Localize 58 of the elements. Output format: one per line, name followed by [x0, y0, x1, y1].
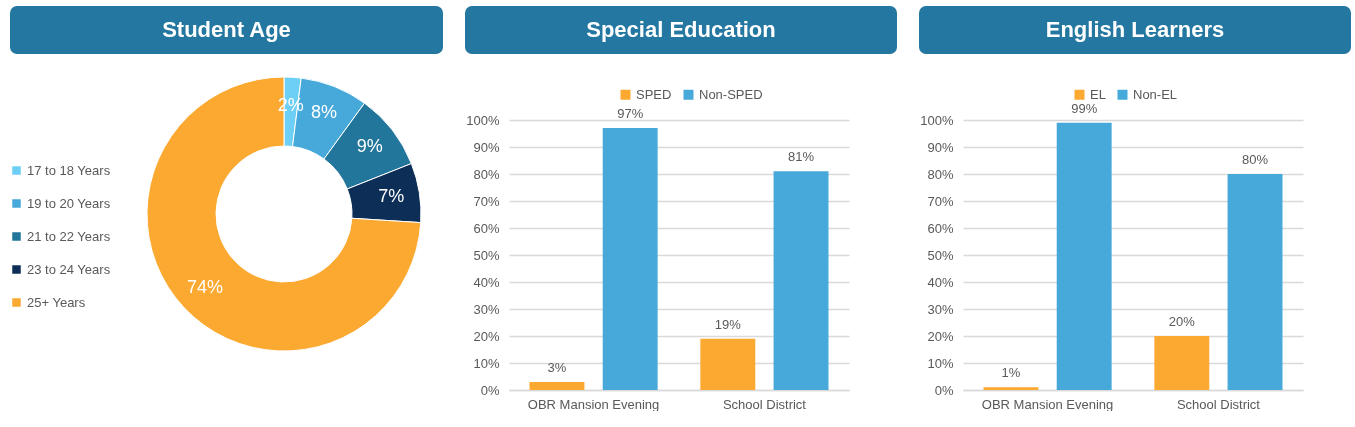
y-tick-label: 70%: [927, 193, 954, 209]
y-tick-label: 60%: [473, 220, 500, 236]
y-tick-label: 40%: [473, 274, 500, 290]
y-tick-label: 40%: [927, 274, 954, 290]
legend-label: SPED: [636, 86, 672, 102]
data-label: 20%: [1168, 314, 1196, 329]
data-label: 80%: [1242, 152, 1269, 167]
data-label: 97%: [617, 106, 644, 122]
bar: [773, 171, 829, 390]
chart-title: English Learners: [919, 6, 1351, 54]
y-tick-label: 100%: [920, 112, 954, 128]
bar: [700, 338, 756, 390]
legend-label: Non-SPED: [699, 86, 763, 102]
x-tick-label: School District: [1176, 396, 1261, 412]
y-tick-label: 50%: [927, 247, 954, 263]
legend-label: EL: [1090, 86, 1106, 102]
y-tick-label: 20%: [927, 328, 954, 344]
data-label: 99%: [1071, 100, 1098, 116]
legend-label: 23 to 24 Years: [27, 261, 111, 277]
legend-label: 21 to 22 Years: [27, 228, 111, 244]
y-tick-label: 20%: [473, 328, 500, 344]
legend-label: 19 to 20 Years: [27, 195, 111, 211]
data-label: 19%: [714, 316, 742, 332]
bar: [1056, 122, 1112, 390]
data-label: 7%: [378, 186, 405, 207]
bar: [1154, 336, 1210, 390]
bar: [983, 387, 1039, 390]
y-tick-label: 90%: [927, 139, 954, 155]
y-tick-label: 80%: [927, 166, 954, 182]
legend-label: 17 to 18 Years: [27, 162, 111, 178]
x-tick-label: OBR Mansion Evening: [527, 396, 660, 412]
bar: [1227, 174, 1283, 390]
y-tick-label: 100%: [466, 112, 500, 128]
legend-label: Non-EL: [1133, 86, 1178, 102]
data-label: 1%: [1001, 365, 1021, 381]
data-label: 9%: [356, 136, 383, 157]
bar: [529, 381, 585, 390]
chart-title: Student Age: [10, 6, 443, 54]
data-label: 3%: [547, 359, 567, 375]
y-tick-label: 50%: [473, 247, 500, 263]
y-tick-label: 0%: [480, 382, 500, 398]
chart-title: Special Education: [465, 6, 897, 54]
y-tick-label: 70%: [473, 193, 500, 209]
bar: [602, 128, 658, 390]
data-label: 8%: [310, 102, 337, 123]
y-tick-label: 30%: [473, 301, 500, 317]
x-tick-label: OBR Mansion Evening: [981, 396, 1114, 412]
y-tick-label: 30%: [927, 301, 954, 317]
x-tick-label: School District: [722, 396, 807, 412]
y-tick-label: 80%: [473, 166, 500, 182]
data-label: 74%: [186, 277, 223, 298]
y-tick-label: 10%: [473, 355, 500, 371]
legend-label: 25+ Years: [27, 294, 86, 310]
y-tick-label: 0%: [934, 382, 954, 398]
y-tick-label: 10%: [927, 355, 954, 371]
y-tick-label: 60%: [927, 220, 954, 236]
data-label: 81%: [788, 149, 815, 165]
y-tick-label: 90%: [473, 139, 500, 155]
